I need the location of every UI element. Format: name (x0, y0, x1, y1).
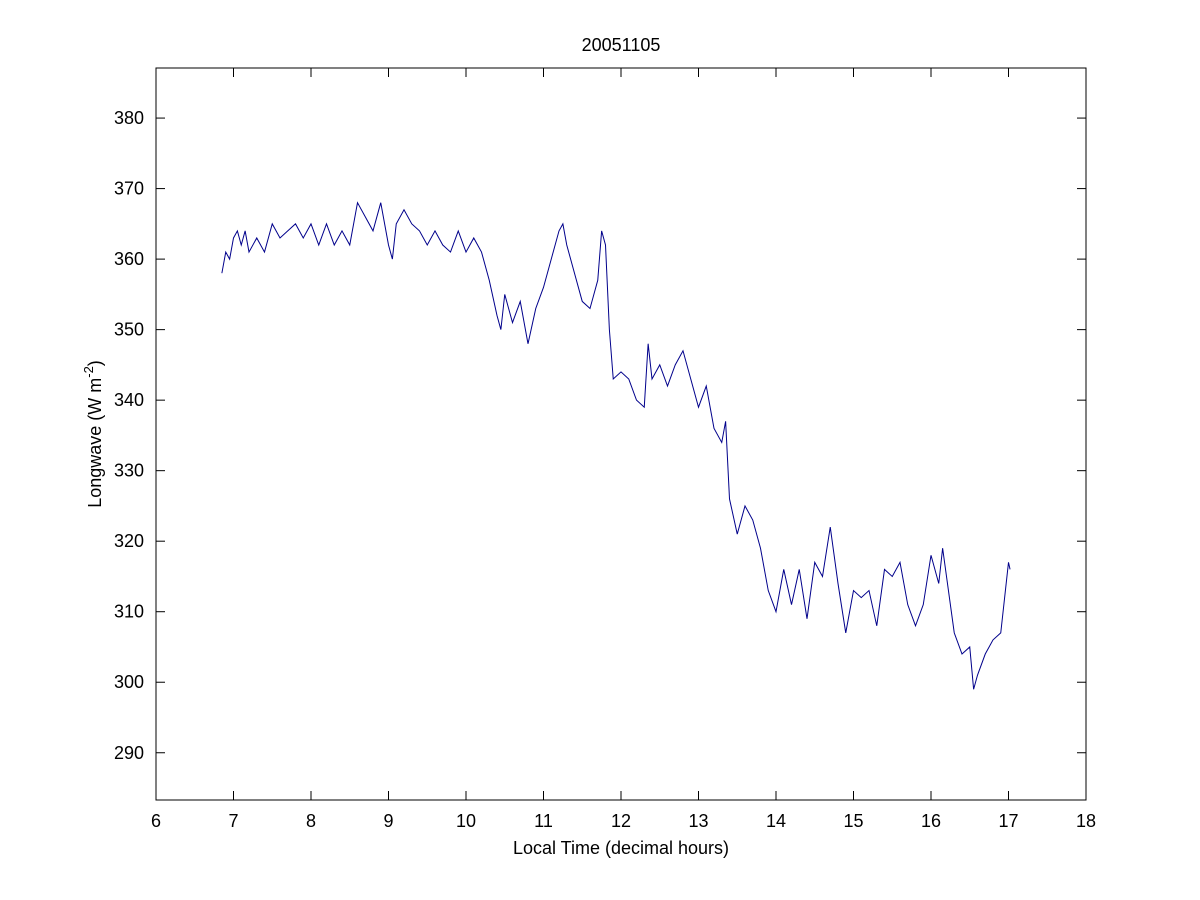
x-tick-label: 10 (456, 811, 476, 831)
y-axis-label: Longwave (W m-2) (81, 360, 105, 508)
y-tick-label: 350 (114, 320, 144, 340)
y-tick-label: 320 (114, 531, 144, 551)
y-tick-label: 310 (114, 602, 144, 622)
x-tick-label: 16 (921, 811, 941, 831)
x-tick-label: 11 (534, 811, 553, 831)
y-tick-label: 370 (114, 179, 144, 199)
y-tick-label: 330 (114, 461, 144, 481)
chart-title: 20051105 (582, 35, 661, 55)
y-axis-label-sup: -2 (81, 366, 96, 378)
x-tick-label: 9 (383, 811, 393, 831)
x-axis-label: Local Time (decimal hours) (513, 838, 729, 858)
y-tick-label: 380 (114, 108, 144, 128)
x-tick-label: 14 (766, 811, 786, 831)
plot-area (155, 67, 1087, 801)
y-tick-label: 340 (114, 390, 144, 410)
x-tick-label: 12 (611, 811, 631, 831)
y-tick-label: 360 (114, 249, 144, 269)
x-tick-label: 8 (306, 811, 316, 831)
x-tick-label: 15 (843, 811, 863, 831)
y-axis-label-end: ) (85, 360, 105, 366)
y-axis-label-text: Longwave (W m (85, 378, 105, 508)
y-tick-label: 300 (114, 672, 144, 692)
x-tick-label: 7 (228, 811, 238, 831)
x-tick-label: 18 (1076, 811, 1096, 831)
x-tick-label: 17 (998, 811, 1018, 831)
x-tick-label: 13 (688, 811, 708, 831)
data-line (221, 201, 1011, 690)
y-tick-label: 290 (114, 743, 144, 763)
x-tick-label: 6 (151, 811, 161, 831)
